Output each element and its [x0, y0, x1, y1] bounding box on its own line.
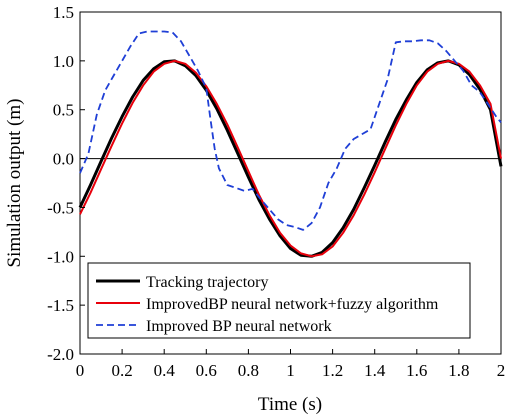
y-axis-label: Simulation output (m)	[4, 99, 25, 268]
y-tick-label: 0.0	[53, 150, 74, 169]
x-tick-label: 0.6	[196, 361, 217, 380]
x-tick-label: 1.8	[448, 361, 469, 380]
x-axis: 0 0.2 0.4 0.6 0.8 1 1.2 1.4 1.6 1.8 2	[76, 349, 506, 380]
x-tick-label: 1.2	[322, 361, 343, 380]
x-tick-label: 0.4	[154, 361, 176, 380]
legend-entry: Tracking trajectory	[96, 274, 268, 291]
x-tick-label: 0.8	[238, 361, 259, 380]
y-tick-label: -0.5	[47, 198, 74, 217]
x-tick-label: 1	[286, 361, 295, 380]
legend: Tracking trajectory ImprovedBP neural ne…	[87, 262, 471, 339]
series-layer	[78, 30, 503, 258]
y-tick-label: 1.5	[53, 3, 74, 22]
legend-label: ImprovedBP neural network+fuzzy algorith…	[146, 296, 439, 313]
y-tick-label: 1.0	[53, 52, 74, 71]
x-tick-label: 2	[497, 361, 506, 380]
legend-label: Improved BP neural network	[146, 318, 332, 335]
legend-entry: ImprovedBP neural network+fuzzy algorith…	[96, 296, 439, 313]
x-tick-label: 1.4	[364, 361, 386, 380]
y-tick-label: -1.5	[47, 296, 74, 315]
x-tick-label: 0.2	[111, 361, 132, 380]
series-line-2	[79, 59, 502, 258]
x-axis-label: Time (s)	[258, 394, 322, 415]
series-line-1	[78, 59, 503, 258]
legend-entry: Improved BP neural network	[96, 318, 332, 335]
y-tick-label: -1.0	[47, 247, 74, 266]
series-line-3	[79, 30, 502, 231]
legend-label: Tracking trajectory	[146, 274, 268, 291]
x-tick-label: 0	[76, 361, 85, 380]
y-tick-label: 0.5	[53, 101, 74, 120]
y-tick-label: -2.0	[47, 345, 74, 364]
x-tick-label: 1.6	[406, 361, 427, 380]
y-axis: 1.5 1.0 0.5 0.0 -0.5 -1.0 -1.5 -2.0	[47, 3, 85, 364]
legend-box	[87, 262, 471, 339]
